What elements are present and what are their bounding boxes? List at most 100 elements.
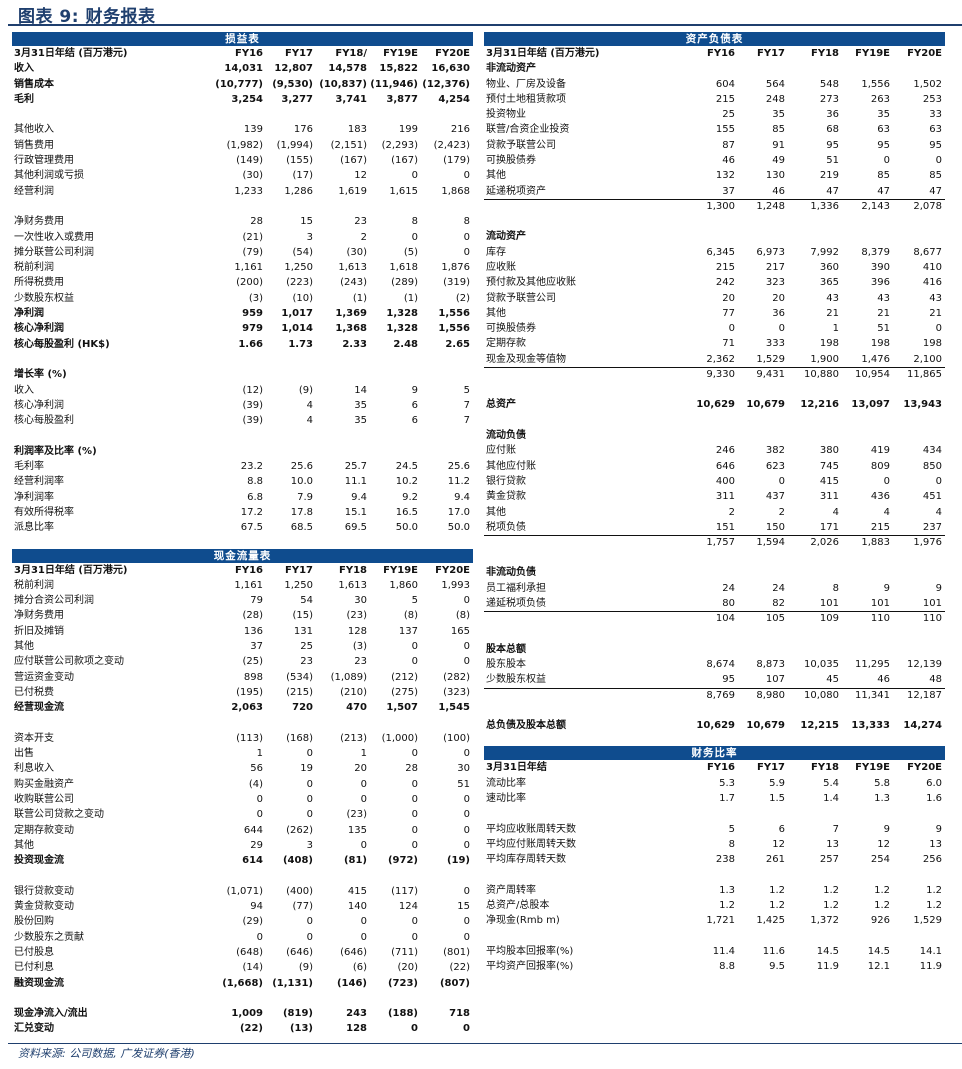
row-value: (15) [292,610,313,622]
row-value: 8 [728,838,735,850]
row-value: 1,369 [335,308,367,320]
row-label: 流动负债 [486,430,526,442]
row-value: 1.3 [719,884,735,896]
row-value: (195) [236,686,263,698]
row-value: 23.2 [240,461,263,473]
row-value: (1,131) [272,977,313,989]
row-value: 8.8 [719,961,735,973]
row-label: 一次性收入或费用 [14,231,94,243]
row-value: 4 [306,399,313,411]
table-row: 延递税项资产 37 46 47 47 47 [484,184,945,199]
row-label: 其他 [486,506,506,518]
table-row: 少数股东之贡献 0 0 0 0 0 [12,930,473,945]
table-row: 增长率 (%) [12,367,473,382]
row-value: 4 [883,506,890,518]
row-value: 0 [360,778,367,790]
row-value: 1,615 [389,185,418,197]
row-value: 1,529 [756,353,785,365]
row-value: 54 [300,595,313,607]
table-row: 利息收入 56 19 20 28 30 [12,761,473,776]
row-value: 0 [306,748,313,760]
row-value: 51 [826,155,839,167]
row-value: 140 [347,901,367,913]
row-label: 毛利率 [14,461,44,473]
row-label: 折旧及摊销 [14,625,64,637]
row-label: 员工福利承担 [486,582,546,594]
table-row: 税前利润 1,161 1,250 1,613 1,618 1,876 [12,260,473,275]
table-row: 其他利润或亏损 (30) (17) 12 0 0 [12,168,473,183]
row-value: (79) [242,246,263,258]
row-value: (3) [248,292,263,304]
row-value: 11.1 [344,476,367,488]
row-value: 12,807 [274,63,313,75]
row-value: 0 [463,824,470,836]
balance-title-bar: 资产负债表 [484,32,945,46]
column-header-fy20e: FY20E [435,48,470,59]
row-value: 1.2 [719,900,735,912]
row-value: 243 [346,1008,367,1020]
row-label: 毛利 [14,93,34,105]
row-value: 0 [411,748,418,760]
row-value: 219 [819,170,839,182]
row-value: 979 [242,323,263,335]
row-value: 6 [778,823,785,835]
row-label: 销售费用 [14,139,54,151]
row-value: 1,507 [386,702,418,714]
row-label: 核心每股盈利 [14,415,74,427]
row-value: 1,556 [861,78,890,90]
row-value: 0 [778,475,785,487]
row-value: (723) [387,977,418,989]
row-value: 360 [819,261,839,273]
row-value: 37 [722,185,735,197]
row-value: 30 [354,595,367,607]
row-value: (2,423) [433,139,470,151]
row-value: 434 [922,445,942,457]
row-value: 9 [883,823,890,835]
ratios-title-bar: 财务比率 [484,746,945,761]
ratios-column-header: 3月31日年结 FY16 FY17 FY18 FY19E FY20E [484,760,945,775]
row-value: 261 [765,854,785,866]
row-value: 926 [870,915,890,927]
table-row: 黄金贷款变动 94 (77) 140 124 15 [12,899,473,914]
table-row: 少数股东权益 (3) (10) (1) (1) (2) [12,291,473,306]
row-value: 2,143 [861,200,890,212]
row-value: 131 [293,625,313,637]
row-label: 汇兑变动 [14,1023,54,1035]
row-value: (1) [403,292,418,304]
table-row: 预付土地租赁款项 215 248 273 263 253 [484,92,945,107]
row-label: 银行贷款 [486,475,526,487]
row-label: 平均股本回报率(%) [486,945,574,957]
row-value: 165 [450,625,470,637]
row-value: (179) [443,155,470,167]
row-label: 净财务费用 [14,216,64,228]
row-value: (1) [352,292,367,304]
row-value: 82 [772,598,785,610]
row-value: (2,293) [381,139,418,151]
row-value: 311 [715,491,735,503]
row-value: (12,376) [422,78,470,90]
row-value: 104 [715,613,735,625]
row-value: 9 [935,823,942,835]
row-value: (30) [346,246,367,258]
row-label: 已付股息 [14,946,54,958]
row-value: 137 [398,625,418,637]
row-value: 17.0 [447,506,470,518]
blank-row [12,352,473,367]
row-value: 50.0 [395,522,418,534]
table-row: 核心净利润 979 1,014 1,368 1,328 1,556 [12,321,473,336]
row-value: 6.8 [247,491,263,503]
row-value: 12,216 [800,399,839,411]
column-header-fy19e: FY19E [855,762,890,774]
row-value: 1.73 [288,338,313,350]
row-value: 436 [870,491,890,503]
table-row: 平均资产回报率(%) 8.8 9.5 11.9 12.1 11.9 [484,959,945,974]
row-value: 24.5 [395,461,418,473]
row-value: (168) [286,732,313,744]
row-value: 14.1 [919,945,942,957]
row-value: 12,139 [907,659,942,671]
row-value: (2) [455,292,470,304]
row-value: (188) [387,1008,418,1020]
row-value: 2 [360,231,367,243]
row-value: 68 [826,124,839,136]
row-value: 12,187 [907,689,942,701]
